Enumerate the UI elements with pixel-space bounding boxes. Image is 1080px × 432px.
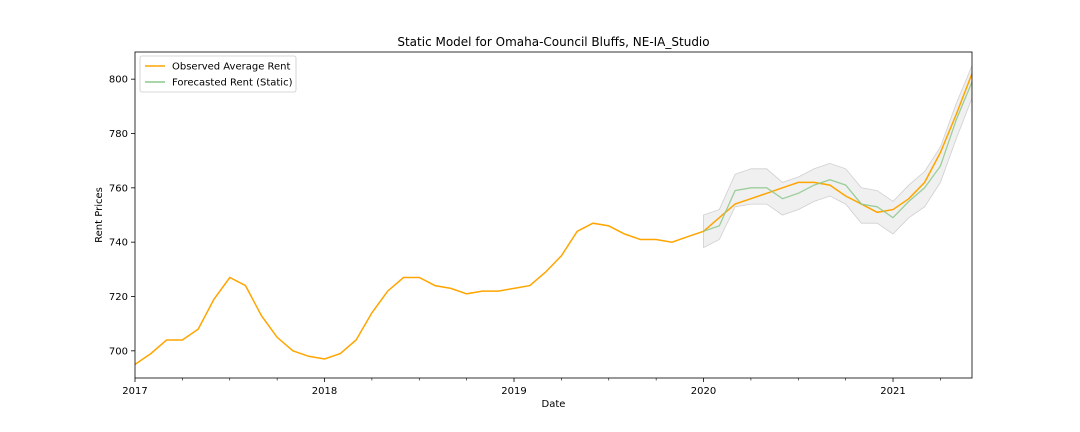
x-tick-label: 2017 [122,386,147,397]
plot-frame [134,51,973,379]
y-tick-label: 780 [109,129,128,140]
x-axis: 2017 2018 2019 2020 2021 [122,378,941,397]
x-tick-label: 2018 [312,386,337,397]
lines-layer [135,73,972,366]
y-axis: 700 720 740 760 780 800 [109,75,135,357]
x-tick-label: 2021 [880,386,905,397]
legend: Observed Average Rent Forecasted Rent (St… [139,55,297,93]
series-line-observed [135,73,972,366]
series-line-forecast [703,81,972,232]
confidence-band-layer [703,65,972,249]
legend-label: Observed Average Rent [172,62,291,73]
y-tick-label: 700 [109,346,128,357]
chart-title: Static Model for Omaha-Council Bluffs, N… [397,35,709,49]
confidence-band [703,65,972,249]
legend-box [139,55,297,93]
plot-area [134,51,973,379]
x-axis-label: Date [542,399,566,410]
y-tick-label: 800 [109,75,128,86]
y-tick-label: 760 [109,183,128,194]
y-axis-label: Rent Prices [94,187,105,243]
x-tick-label: 2020 [691,386,716,397]
y-tick-label: 740 [109,238,128,249]
legend-label: Forecasted Rent (Static) [172,78,293,89]
x-tick-label: 2019 [501,386,526,397]
y-tick-label: 720 [109,292,128,303]
